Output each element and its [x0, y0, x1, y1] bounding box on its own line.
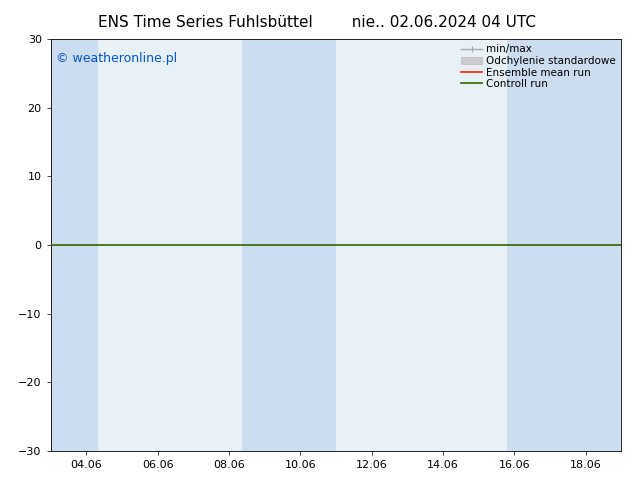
Text: © weatheronline.pl: © weatheronline.pl: [56, 51, 178, 65]
Bar: [51, 39, 98, 451]
Bar: [289, 39, 336, 451]
Text: ENS Time Series Fuhlsbüttel        nie.. 02.06.2024 04 UTC: ENS Time Series Fuhlsbüttel nie.. 02.06.…: [98, 15, 536, 30]
Bar: [554, 39, 621, 451]
Legend: min/max, Odchylenie standardowe, Ensemble mean run, Controll run: min/max, Odchylenie standardowe, Ensembl…: [459, 42, 618, 91]
Bar: [242, 39, 289, 451]
Bar: [507, 39, 554, 451]
